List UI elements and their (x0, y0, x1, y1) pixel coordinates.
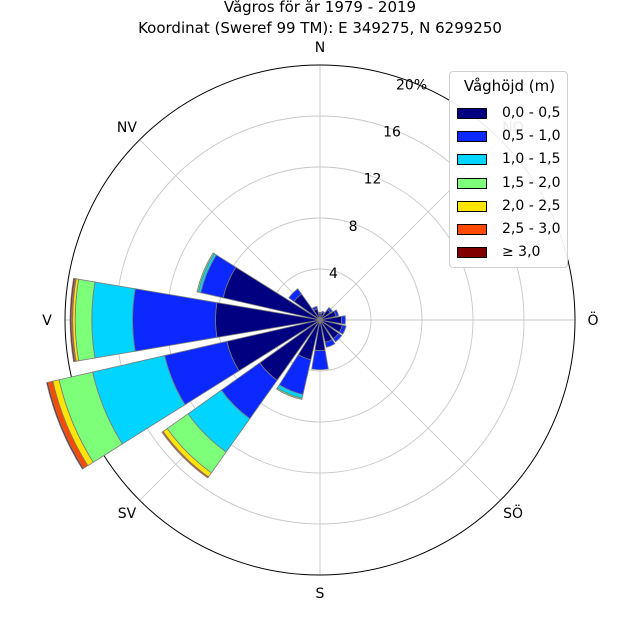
sector-bar-segment (276, 387, 303, 401)
direction-label: S (316, 586, 325, 602)
legend-item: 1,0 - 1,5 (457, 151, 567, 171)
direction-label: SV (118, 506, 137, 522)
legend-swatch (457, 200, 487, 212)
grid-spoke (319, 319, 501, 501)
radial-tick-labels: 4 8 12 16 20% (329, 77, 427, 281)
legend-label: 0,5 - 1,0 (502, 128, 561, 145)
sector-bar-segment (332, 332, 343, 343)
legend-swatch (457, 131, 487, 143)
sector-bar-segment (311, 305, 318, 311)
sector-bar-segment (321, 310, 326, 315)
chart-title: Vågros för år 1979 - 2019 (223, 0, 417, 16)
direction-label: SÖ (503, 504, 523, 522)
sector-bar-segment (161, 430, 210, 479)
radial-tick-label: 4 (329, 266, 338, 282)
sector-bar-segment (333, 309, 340, 317)
sector-bar-segment (69, 277, 76, 363)
direction-label: Ö (587, 311, 598, 329)
sector-bar-segment (340, 315, 346, 325)
legend-label: 1,5 - 2,0 (502, 174, 561, 191)
outer-ring (64, 64, 576, 576)
direction-label: NV (117, 120, 137, 136)
legend-swatch (457, 224, 487, 235)
sector-bars (46, 252, 347, 479)
legend-label: 2,5 - 3,0 (502, 221, 561, 237)
sector-bar-segment (91, 281, 136, 359)
grid-spoke (139, 139, 321, 321)
legend-swatch (457, 177, 487, 189)
sector-bar-segment (338, 324, 347, 335)
legend-swatch (457, 247, 487, 259)
radial-tick-label: 16 (383, 125, 401, 141)
legend-label: 2,0 - 2,5 (502, 197, 561, 214)
legend-item: 2,5 - 3,0 (457, 221, 567, 241)
legend-item: 2,0 - 2,5 (457, 198, 567, 218)
legend-item: 0,5 - 1,0 (457, 128, 567, 148)
legend-label: ≥ 3,0 (502, 244, 541, 261)
legend-label: 0,0 - 0,5 (502, 105, 561, 121)
legend-item: 0,0 - 0,5 (457, 105, 567, 125)
sector-bar-segment (311, 349, 329, 371)
sector-bar-segment (46, 381, 85, 470)
sector-bar-segment (132, 288, 218, 352)
radial-tick-label: 12 (364, 172, 382, 188)
sector-bar-segment (326, 306, 334, 314)
direction-label: N (315, 40, 325, 56)
legend: Våghöjd (m) 0,0 - 0,5 0,5 - 1,0 1,0 - 1,5 1… (449, 71, 568, 268)
direction-label: V (42, 313, 52, 329)
sector-bar-segment (196, 252, 215, 293)
sector-bar-segment (74, 278, 96, 362)
legend-title: Våghöjd (m) (463, 77, 556, 95)
sector-bar-segment (288, 288, 303, 303)
sector-bar-segment (324, 338, 336, 348)
legend-label: 1,0 - 1,5 (502, 151, 561, 168)
sector-bar-segment (318, 311, 322, 315)
chart-subtitle: Koordinat (Sweref 99 TM): E 349275, N 62… (138, 19, 502, 37)
radial-tick-label: 20% (396, 77, 427, 93)
legend-swatch (457, 108, 487, 119)
radial-tick-label: 8 (349, 219, 358, 235)
legend-item: 1,5 - 2,0 (457, 175, 567, 195)
legend-swatch (457, 154, 487, 166)
legend-item: ≥ 3,0 (457, 244, 567, 264)
